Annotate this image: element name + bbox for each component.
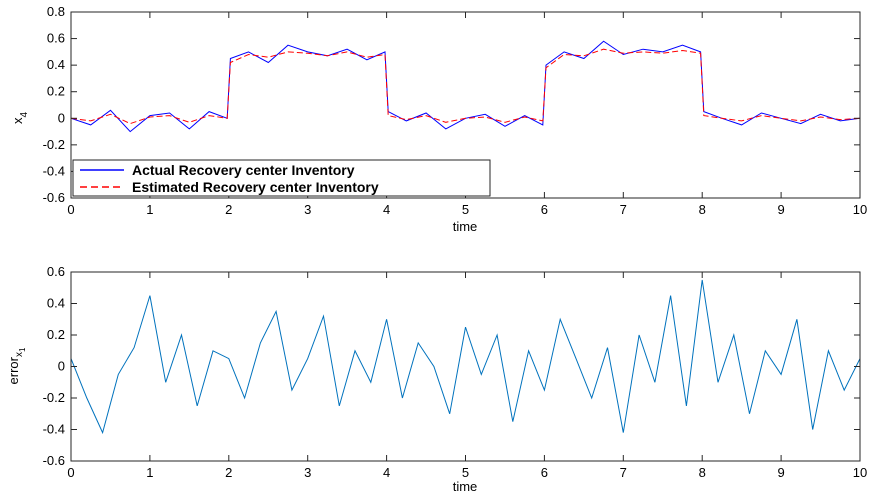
legend-label-estimated: Estimated Recovery center Inventory: [132, 179, 379, 195]
bottom-x-tick-label: 8: [699, 465, 706, 480]
bottom-y-tick-label: -0.4: [43, 422, 65, 437]
bottom-ticks-layer: 0 1 2 3 4 5 6 7 8 9 10 -0.6 -0.4 -0.2 0 0.2 0.4 0.6: [43, 264, 868, 480]
bottom-subplot: 0 1 2 3 4 5 6 7 8 9 10-0.6-0.4-0.200.20.40.6 time …: [6, 264, 867, 493]
bottom-series-line-0: [70, 279, 861, 435]
bottom-y-label-base: error: [6, 356, 21, 384]
bottom-x-tick-label: 2: [225, 465, 232, 480]
top-y-label-base: x: [10, 117, 25, 124]
top-y-tick-label: 0.8: [47, 4, 65, 19]
bottom-y-tick-label: 0.4: [47, 296, 65, 311]
top-ticks-layer: 0 1 2 3 4 5 6 7 8 9 10 -0.6 -0.4 -0.2 0 0.2 0.4 0.6 0.8: [43, 4, 868, 217]
top-x-tick-label: 4: [383, 202, 390, 217]
bottom-x-tick-label: 6: [541, 465, 548, 480]
top-y-tick-label: -0.4: [43, 163, 65, 178]
bottom-x-tick-label: 9: [777, 465, 784, 480]
bottom-x-tick-label: 7: [620, 465, 627, 480]
top-x-tick-label: 9: [777, 202, 784, 217]
top-x-tick-label: 5: [462, 202, 469, 217]
bottom-x-tick-label: 3: [304, 465, 311, 480]
top-y-tick-label: 0.4: [47, 57, 65, 72]
bottom-x-axis-label: time: [453, 479, 478, 493]
top-subplot: 0 1 2 3 4 5 6 7 8 9 10 -0.6 -0.4 -0.2 0 0.2 0.4 0.6 0.8 ti…: [10, 4, 867, 234]
top-x-tick-label: 6: [541, 202, 548, 217]
top-x-tick-label: 0: [67, 202, 74, 217]
top-y-tick-label: 0.6: [47, 31, 65, 46]
top-y-label-sub: 4: [19, 112, 30, 118]
bottom-y-axis-label: errorx1: [6, 347, 27, 384]
top-x-tick-label: 2: [225, 202, 232, 217]
top-x-tick-label: 3: [304, 202, 311, 217]
legend-label-actual: Actual Recovery center Inventory: [132, 162, 355, 178]
bottom-y-tick-label: 0.2: [47, 327, 65, 342]
legend-box: [72, 159, 491, 197]
bottom-series-layer: [70, 279, 861, 435]
bottom-x-tick-label: 10: [853, 465, 867, 480]
bottom-x-tick-label: 1: [146, 465, 153, 480]
top-series-line-1: [70, 48, 861, 125]
top-x-tick-label: 7: [620, 202, 627, 217]
bottom-y-label-subsub: 1: [18, 347, 27, 352]
top-y-tick-label: 0: [58, 110, 65, 125]
top-x-tick-label: 8: [699, 202, 706, 217]
top-x-axis-label: time: [453, 219, 478, 234]
top-series-layer: [70, 40, 861, 133]
bottom-y-tick-label: 0: [58, 359, 65, 374]
bottom-x-tick-label: 0: [67, 465, 74, 480]
bottom-y-label-sub: x: [14, 352, 25, 357]
bottom-y-tick-label: 0.6: [47, 264, 65, 279]
top-x-tick-label: 10: [853, 202, 867, 217]
bottom-y-tick-label: -0.6: [43, 453, 65, 468]
bottom-plot-area: [71, 272, 860, 461]
legend: Actual Recovery center Inventory Estimat…: [72, 159, 491, 197]
top-y-tick-label: -0.2: [43, 137, 65, 152]
bottom-y-tick-label: -0.2: [43, 390, 65, 405]
top-y-tick-label: -0.6: [43, 190, 65, 205]
bottom-x-tick-label: 5: [462, 465, 469, 480]
top-x-tick-label: 1: [146, 202, 153, 217]
bottom-x-tick-label: 4: [383, 465, 390, 480]
top-y-tick-label: 0.2: [47, 84, 65, 99]
top-y-axis-label: x4: [10, 112, 30, 125]
